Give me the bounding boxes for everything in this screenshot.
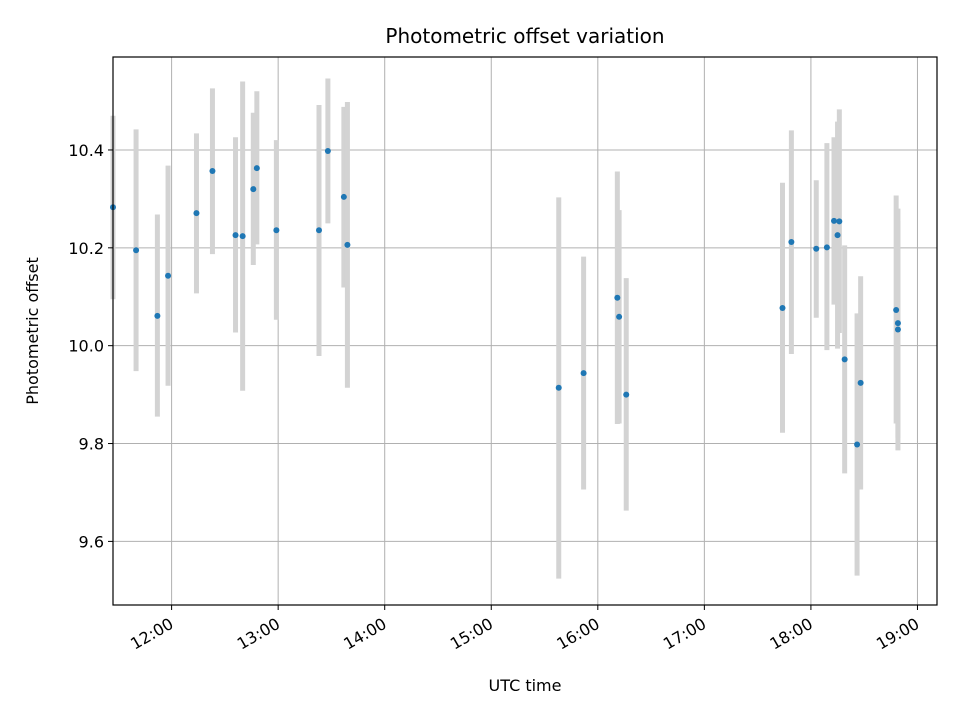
data-point bbox=[614, 294, 621, 301]
y-axis-ticks: 9.6 9.8 10.0 10.2 10.4 bbox=[68, 141, 113, 551]
data-point bbox=[316, 227, 322, 234]
data-point bbox=[788, 238, 795, 245]
data-point bbox=[250, 186, 257, 193]
data-point bbox=[209, 168, 216, 175]
data-point bbox=[823, 244, 830, 251]
data-point bbox=[779, 305, 786, 312]
data-point bbox=[893, 306, 900, 313]
y-tick-label: 10.4 bbox=[68, 141, 104, 160]
data-point bbox=[834, 232, 841, 239]
data-point bbox=[616, 313, 623, 320]
data-point bbox=[580, 370, 587, 377]
y-tick-label: 10.2 bbox=[68, 239, 104, 258]
data-point bbox=[253, 165, 260, 172]
data-point bbox=[623, 391, 630, 398]
data-point bbox=[340, 193, 347, 200]
plot-area bbox=[113, 57, 937, 605]
data-point bbox=[232, 232, 239, 239]
gridlines bbox=[113, 57, 937, 605]
data-point bbox=[813, 245, 820, 252]
data-points bbox=[110, 147, 901, 448]
data-point bbox=[344, 241, 351, 248]
data-point bbox=[273, 227, 280, 234]
data-point bbox=[831, 217, 837, 224]
data-point bbox=[154, 312, 161, 319]
data-point bbox=[857, 379, 864, 386]
y-axis-label: Photometric offset bbox=[23, 257, 42, 405]
data-point bbox=[239, 233, 246, 240]
data-point bbox=[193, 210, 200, 217]
data-point bbox=[555, 384, 562, 391]
data-point bbox=[854, 441, 861, 448]
data-point bbox=[165, 272, 172, 279]
data-point bbox=[894, 320, 901, 327]
y-tick-label: 9.6 bbox=[79, 532, 104, 551]
data-point bbox=[133, 247, 140, 254]
x-axis-label: UTC time bbox=[489, 676, 562, 695]
data-point bbox=[841, 356, 848, 363]
chart-title: Photometric offset variation bbox=[385, 24, 664, 48]
plot-frame bbox=[112, 56, 938, 606]
data-point bbox=[836, 218, 843, 225]
data-point bbox=[894, 326, 901, 333]
y-tick-label: 10.0 bbox=[68, 337, 104, 356]
data-point bbox=[324, 147, 331, 154]
y-tick-label: 9.8 bbox=[79, 435, 104, 454]
